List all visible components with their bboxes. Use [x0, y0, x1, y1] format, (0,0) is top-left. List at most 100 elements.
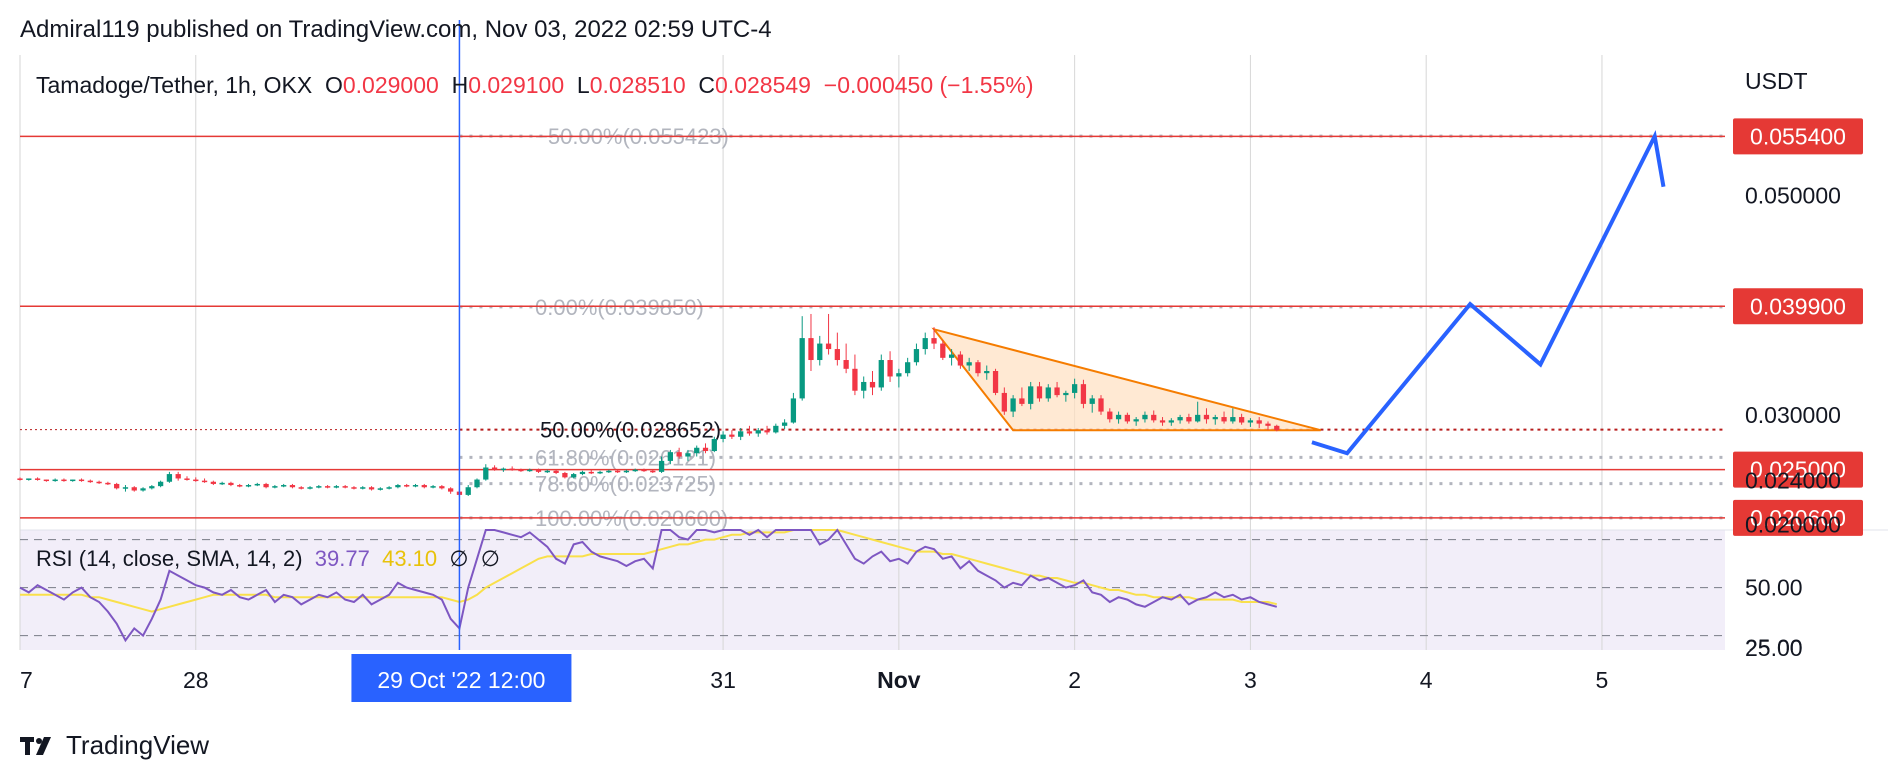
candle [43, 479, 50, 482]
candle [606, 469, 612, 473]
candle-body [1230, 417, 1236, 422]
rsi-axis-tick-label: 50.00 [1745, 575, 1803, 601]
candle [878, 354, 884, 391]
candle [430, 485, 436, 489]
candle-body [1010, 398, 1016, 412]
candle-body [817, 343, 823, 361]
candle [1133, 417, 1139, 426]
candle-body [1203, 414, 1210, 420]
candle [1230, 408, 1236, 424]
candle [940, 340, 946, 361]
candle [96, 480, 102, 484]
candle-body [632, 469, 638, 472]
candle [1072, 378, 1078, 399]
rsi-axis-tick-label-partial: 25.00 [1745, 635, 1803, 661]
candle [667, 449, 673, 465]
candle-body [1265, 423, 1271, 426]
candle [114, 482, 120, 490]
candle-body [149, 486, 155, 489]
candle-body [992, 370, 999, 393]
candle-body [483, 467, 489, 480]
price-badge-box [1733, 118, 1863, 155]
candle [1247, 418, 1254, 427]
candle-body [597, 471, 603, 474]
candle [157, 480, 164, 488]
candle [632, 468, 638, 472]
candle-body [729, 434, 735, 437]
ohlc-legend: Tamadoge/Tether, 1h, OKX O0.029000 H0.02… [36, 72, 1033, 99]
candle-body [676, 452, 682, 457]
candle [360, 486, 366, 490]
candle-body [808, 338, 814, 361]
candle-body [1238, 417, 1245, 423]
candle [975, 360, 981, 377]
candle-body [957, 354, 964, 366]
published-header: Admiral119 published on TradingView.com,… [20, 16, 772, 43]
candle [808, 313, 814, 371]
low-label: L [576, 72, 590, 98]
candle [1186, 413, 1192, 424]
candle [131, 486, 137, 492]
fib-level-label: 50.00%(0.028652) [540, 418, 721, 443]
symbol-label[interactable]: Tamadoge/Tether, 1h, OKX [36, 72, 313, 98]
rsi-extra-1: ∅ [449, 546, 469, 571]
candle [746, 425, 753, 436]
candle [825, 313, 832, 355]
candle-body [834, 349, 840, 361]
candle-body [1142, 414, 1148, 420]
candle-body [289, 485, 296, 488]
candle [1221, 411, 1227, 424]
candle-body [78, 479, 85, 482]
candle-body [386, 487, 392, 489]
low-value: 0.028510 [589, 72, 686, 98]
time-axis-tick-label: 5 [1596, 667, 1609, 693]
candle-body [281, 485, 287, 487]
candle-body [131, 487, 137, 491]
candle-body [711, 438, 717, 452]
candle-body [694, 447, 700, 454]
candle [333, 485, 340, 489]
candle [658, 456, 665, 473]
candle-body [614, 470, 621, 473]
candle-body [1028, 386, 1034, 404]
candle-body [1247, 420, 1254, 423]
candle [922, 332, 928, 355]
price-axis-tick-label: 0.030000 [1745, 402, 1841, 428]
candle [254, 482, 260, 487]
rsi-indicator-name[interactable]: RSI (14, close, SMA, 14, 2) [36, 546, 303, 571]
candle-body [773, 425, 779, 433]
candle-body [861, 381, 867, 391]
candle-body [122, 487, 129, 489]
candle [623, 469, 630, 473]
candle [1036, 381, 1043, 402]
candle-body [26, 478, 32, 480]
candle [1098, 395, 1104, 415]
candle-body [1186, 417, 1192, 422]
candle-body [105, 482, 111, 485]
candle-body [184, 478, 190, 480]
candle-body [869, 381, 876, 388]
rsi-extra-2: ∅ [480, 546, 500, 571]
candle-body [1133, 419, 1139, 422]
candle-body [606, 470, 612, 473]
candle-body [509, 468, 515, 471]
candle-body [984, 370, 990, 374]
candle [1142, 411, 1148, 423]
candle-body [588, 471, 594, 474]
candle-body [404, 485, 410, 487]
candle [711, 436, 717, 453]
tradingview-logo[interactable]: TradingView [20, 730, 209, 761]
price-axis-badges: 0.055400 0.039900 0.025000 0.020600 [1733, 118, 1863, 536]
candle [764, 425, 770, 435]
candle-body [430, 486, 436, 488]
time-axis-tick-label: Nov [877, 667, 921, 693]
candle [439, 485, 445, 490]
candle [1159, 417, 1166, 426]
candle-body [948, 354, 955, 358]
axis-mask [0, 650, 1888, 690]
candle [685, 449, 691, 461]
candle [694, 445, 700, 457]
candle-body [781, 422, 788, 426]
candle-body [114, 483, 120, 489]
